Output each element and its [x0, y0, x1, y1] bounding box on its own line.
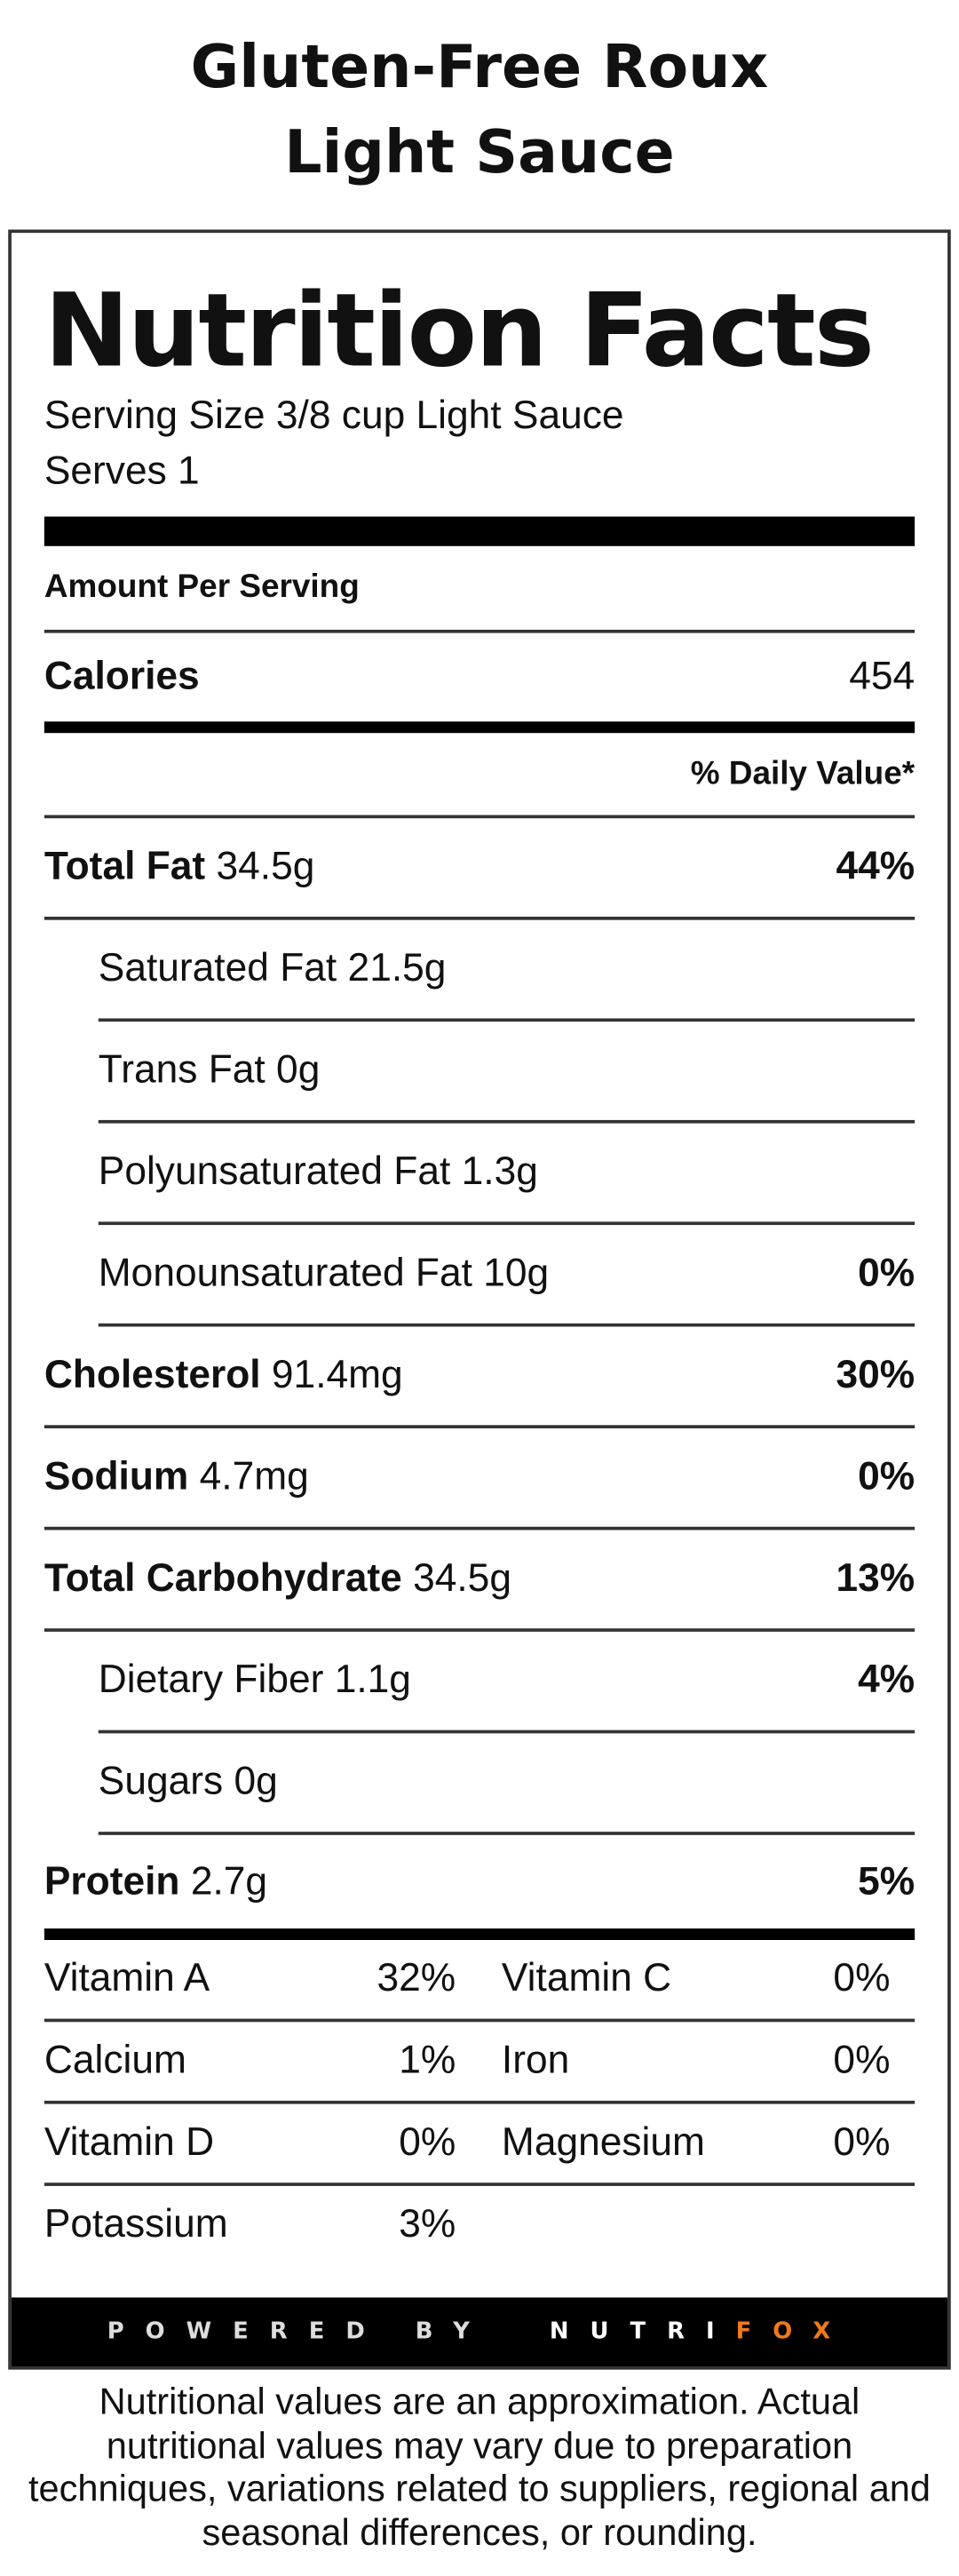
nutrient-list: Total Fat 34.5g 44% Saturated Fat 21.5g Tra… — [44, 818, 915, 1940]
nutrient-amount: 0g — [276, 1047, 321, 1093]
vitamin-dv: 0% — [833, 2038, 891, 2083]
nutrient-text: Trans Fat 0g — [99, 1048, 321, 1094]
vitamin-row: Vitamin A 32% Vitamin C 0% — [44, 1940, 915, 2023]
nutrient-text: Sugars 0g — [99, 1760, 278, 1806]
sub-nutrient-row: Polyunsaturated Fat 1.3g — [98, 1124, 915, 1226]
nutrient-text: Total Fat 34.5g — [44, 845, 315, 891]
serving-size: Serving Size 3/8 cup Light Sauce — [44, 394, 624, 438]
nutrient-amount: 1.3g — [461, 1149, 538, 1194]
nutrient-row: Total Carbohydrate 34.5g 13% — [44, 1530, 915, 1632]
vitamin-name: Vitamin D — [44, 2120, 215, 2165]
disclaimer: Nutritional values are an approximation.… — [28, 2381, 931, 2553]
vitamin-dv: 0% — [833, 2120, 891, 2165]
sub-nutrient-row: Monounsaturated Fat 10g 0% — [98, 1225, 915, 1327]
nutrient-name: Sugars — [98, 1759, 224, 1804]
nutrient-name: Polyunsaturated Fat — [98, 1149, 451, 1194]
nutrient-text: Saturated Fat 21.5g — [99, 946, 447, 992]
nutrient-name: Cholesterol — [44, 1353, 261, 1397]
vitamin-row: Calcium 1% Iron 0% — [44, 2022, 915, 2104]
footer-bar: POWERED BY NUTRI FOX — [11, 2297, 948, 2366]
vitamin-row: Vitamin D 0% Magnesium 0% — [44, 2104, 915, 2186]
daily-value: 4% — [858, 1658, 915, 1703]
nutrient-row: Cholesterol 91.4mg 30% — [44, 1327, 915, 1428]
nutrient-row: Protein 2.7g 5% — [44, 1835, 915, 1940]
nutrient-text: Monounsaturated Fat 10g — [99, 1252, 549, 1298]
nutrient-amount: 1.1g — [334, 1658, 411, 1703]
nutrient-name: Trans Fat — [98, 1047, 266, 1093]
vitamin-name: Iron — [501, 2038, 570, 2083]
nutrient-name: Dietary Fiber — [98, 1658, 324, 1703]
vitamin-name: Vitamin A — [44, 1956, 210, 2001]
vitamin-name: Magnesium — [501, 2120, 705, 2165]
daily-value: 0% — [858, 1454, 915, 1499]
nutrient-amount: 0g — [234, 1759, 278, 1804]
nutrient-name: Sodium — [44, 1454, 189, 1499]
recipe-title: Gluten-Free Roux Light Sauce — [190, 34, 769, 187]
serves: Serves 1 — [44, 449, 200, 494]
daily-value: 5% — [858, 1858, 915, 1904]
nutrient-name: Saturated Fat — [98, 946, 337, 991]
nutrition-label: Nutrition Facts Serving Size 3/8 cup Lig… — [8, 229, 951, 2370]
daily-value: 13% — [836, 1555, 915, 1601]
vitamin-row: Potassium 3% — [44, 2186, 915, 2265]
vitamin-cell: Vitamin D 0% — [44, 2120, 456, 2167]
brand-a: NUTRI — [549, 2318, 736, 2345]
nutrient-name: Monounsaturated Fat — [98, 1251, 472, 1296]
nutrient-amount: 34.5g — [413, 1555, 511, 1601]
vitamin-dv: 0% — [833, 1956, 891, 2001]
vitamin-name: Vitamin C — [501, 1956, 672, 2001]
vitamin-cell: Potassium 3% — [44, 2202, 456, 2248]
nutrient-amount: 10g — [483, 1251, 550, 1296]
vitamin-dv: 3% — [399, 2202, 456, 2247]
thick-rule — [44, 516, 915, 546]
nutrient-text: Protein 2.7g — [44, 1859, 267, 1905]
nutrient-text: Polyunsaturated Fat 1.3g — [99, 1149, 538, 1196]
nutrient-amount: 91.4mg — [271, 1353, 403, 1397]
calories-row: Calories 454 — [44, 633, 915, 734]
dv-header: % Daily Value* — [690, 755, 915, 791]
nutrient-name: Protein — [44, 1858, 180, 1904]
nutrient-text: Sodium 4.7mg — [44, 1455, 309, 1501]
nutrient-row: Sodium 4.7mg 0% — [44, 1428, 915, 1530]
sub-nutrient-row: Dietary Fiber 1.1g 4% — [98, 1632, 915, 1734]
calories-label: Calories — [44, 654, 200, 699]
nutrient-amount: 21.5g — [347, 946, 447, 991]
vitamin-dv: 32% — [376, 1956, 456, 2001]
nutrient-text: Dietary Fiber 1.1g — [99, 1658, 411, 1704]
nutrient-name: Total Fat — [44, 844, 206, 889]
sub-nutrient-row: Trans Fat 0g — [98, 1022, 915, 1124]
calories-value: 454 — [849, 654, 915, 699]
vitamin-cell: Vitamin C 0% — [502, 1956, 891, 2002]
powered-by: POWERED BY — [107, 2318, 491, 2345]
nutrient-name: Total Carbohydrate — [44, 1555, 402, 1601]
sub-nutrient-row: Saturated Fat 21.5g — [98, 920, 915, 1022]
amount-row: Amount Per Serving — [44, 546, 915, 633]
nutrient-text: Total Carbohydrate 34.5g — [44, 1556, 511, 1602]
nutrient-text: Cholesterol 91.4mg — [44, 1353, 403, 1399]
nutrient-amount: 4.7mg — [199, 1454, 309, 1499]
vitamin-name: Calcium — [44, 2038, 186, 2083]
vitamin-dv: 1% — [399, 2038, 456, 2083]
sub-nutrient-row: Sugars 0g — [98, 1733, 915, 1835]
dv-header-row: % Daily Value* — [44, 733, 915, 819]
nutrient-amount: 2.7g — [190, 1858, 268, 1904]
vitamin-list: Vitamin A 32% Vitamin C 0% Calcium 1% Iron 0% Vi… — [44, 1940, 915, 2265]
daily-value: 30% — [836, 1353, 915, 1397]
vitamin-cell: Calcium 1% — [44, 2039, 456, 2085]
vitamin-cell: Vitamin A 32% — [44, 1956, 456, 2002]
daily-value: 0% — [858, 1251, 915, 1296]
nutrient-amount: 34.5g — [216, 844, 315, 889]
daily-value: 44% — [836, 844, 915, 889]
vitamin-dv: 0% — [399, 2120, 456, 2165]
vitamin-cell: Iron 0% — [502, 2039, 891, 2085]
nutrient-row: Total Fat 34.5g 44% — [44, 818, 915, 920]
vitamin-name: Potassium — [44, 2202, 228, 2247]
brand-b: FOX — [735, 2318, 852, 2345]
vitamin-cell: Magnesium 0% — [502, 2120, 891, 2167]
label-heading: Nutrition Facts — [44, 270, 875, 391]
label-body: Nutrition Facts Serving Size 3/8 cup Lig… — [12, 270, 947, 2265]
amount-per-serving: Amount Per Serving — [44, 568, 360, 606]
